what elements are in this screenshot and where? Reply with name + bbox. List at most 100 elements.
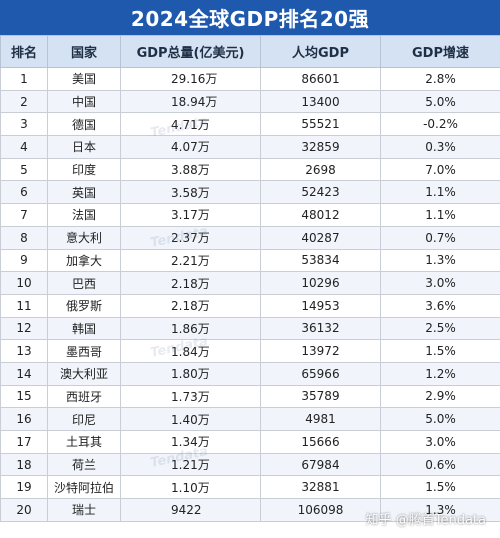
table-row: 19 沙特阿拉伯 1.10万 32881 1.5% [0,475,500,500]
column-header-country: 国家 [47,35,121,68]
rank-cell: 13 [0,339,48,363]
table-row: 13 墨西哥 1.84万 13972 1.5% [0,339,500,363]
gdp-growth-cell: 1.3% [380,248,500,273]
country-cell: 沙特阿拉伯 [47,475,121,500]
gdp-growth-cell: 2.5% [380,316,500,341]
table-row: 10 巴西 2.18万 10296 3.0% [0,271,500,295]
table-row: 7 法国 3.17万 48012 1.1% [0,203,500,227]
table-row: 18 荷兰 1.21万 67984 0.6% [0,452,500,477]
rank-cell: 7 [0,203,48,227]
country-cell: 德国 [47,112,121,137]
gdp-total-cell: 2.18万 [120,293,261,318]
country-cell: 韩国 [47,316,121,341]
gdp-total-cell: 1.10万 [120,475,261,500]
country-cell: 日本 [47,135,121,159]
table-row: 17 土耳其 1.34万 15666 3.0% [0,430,500,454]
gdp-total-cell: 3.58万 [120,180,261,205]
gdp-total-cell: 3.17万 [120,203,261,227]
column-header-gdp-per-capita: 人均GDP [260,35,381,68]
country-cell: 英国 [47,180,121,205]
rank-cell: 5 [0,157,48,182]
gdp-growth-cell: 1.1% [380,203,500,227]
gdp-total-cell: 1.73万 [120,384,261,409]
rank-cell: 18 [0,452,48,477]
table-body: 1 美国 29.16万 86601 2.8% 2 中国 18.94万 13400 5.0% 3 德国 4… [0,67,500,522]
gdp-per-capita-cell: 15666 [260,430,381,454]
gdp-per-capita-cell: 67984 [260,452,381,477]
rank-cell: 8 [0,225,48,250]
gdp-per-capita-cell: 40287 [260,225,381,250]
gdp-per-capita-cell: 106098 [260,498,381,522]
gdp-total-cell: 1.34万 [120,430,261,454]
table-row: 5 印度 3.88万 2698 7.0% [0,157,500,182]
gdp-per-capita-cell: 48012 [260,203,381,227]
gdp-total-cell: 18.94万 [120,89,261,114]
gdp-total-cell: 2.37万 [120,225,261,250]
country-cell: 法国 [47,203,121,227]
country-cell: 荷兰 [47,452,121,477]
table-row: 1 美国 29.16万 86601 2.8% [0,67,500,91]
table-row: 12 韩国 1.86万 36132 2.5% [0,316,500,341]
rank-cell: 1 [0,67,48,91]
gdp-growth-cell: -0.2% [380,112,500,137]
gdp-growth-cell: 1.5% [380,475,500,500]
table-row: 16 印尼 1.40万 4981 5.0% [0,407,500,431]
country-cell: 澳大利亚 [47,361,121,386]
gdp-growth-cell: 1.1% [380,180,500,205]
gdp-growth-cell: 0.7% [380,225,500,250]
table-row: 14 澳大利亚 1.80万 65966 1.2% [0,361,500,386]
gdp-growth-cell: 2.8% [380,67,500,91]
gdp-growth-cell: 3.6% [380,293,500,318]
gdp-growth-cell: 3.0% [380,271,500,295]
rank-cell: 20 [0,498,48,522]
table-row: 2 中国 18.94万 13400 5.0% [0,89,500,114]
table-row: 8 意大利 2.37万 40287 0.7% [0,225,500,250]
table-row: 9 加拿大 2.21万 53834 1.3% [0,248,500,273]
table-row: 20 瑞士 9422 106098 1.3% [0,498,500,522]
gdp-growth-cell: 3.0% [380,430,500,454]
rank-cell: 12 [0,316,48,341]
gdp-per-capita-cell: 65966 [260,361,381,386]
column-header-gdp-growth: GDP增速 [380,35,500,68]
country-cell: 土耳其 [47,430,121,454]
gdp-total-cell: 2.18万 [120,271,261,295]
rank-cell: 19 [0,475,48,500]
table-row: 3 德国 4.71万 55521 -0.2% [0,112,500,137]
rank-cell: 4 [0,135,48,159]
country-cell: 美国 [47,67,121,91]
gdp-total-cell: 1.21万 [120,452,261,477]
country-cell: 俄罗斯 [47,293,121,318]
gdp-per-capita-cell: 2698 [260,157,381,182]
gdp-per-capita-cell: 10296 [260,271,381,295]
gdp-total-cell: 3.88万 [120,157,261,182]
rank-cell: 16 [0,407,48,431]
gdp-growth-cell: 1.3% [380,498,500,522]
country-cell: 印度 [47,157,121,182]
table-row: 6 英国 3.58万 52423 1.1% [0,180,500,205]
gdp-per-capita-cell: 35789 [260,384,381,409]
column-header-gdp-total: GDP总量(亿美元) [120,35,261,68]
rank-cell: 10 [0,271,48,295]
gdp-total-cell: 4.71万 [120,112,261,137]
gdp-per-capita-cell: 13400 [260,89,381,114]
rank-cell: 9 [0,248,48,273]
table-title: 2024全球GDP排名20强 [0,0,500,35]
rank-cell: 2 [0,89,48,114]
country-cell: 巴西 [47,271,121,295]
gdp-total-cell: 9422 [120,498,261,522]
gdp-total-cell: 1.84万 [120,339,261,363]
gdp-per-capita-cell: 32859 [260,135,381,159]
gdp-growth-cell: 5.0% [380,89,500,114]
country-cell: 意大利 [47,225,121,250]
rank-cell: 14 [0,361,48,386]
gdp-total-cell: 1.80万 [120,361,261,386]
rank-cell: 6 [0,180,48,205]
gdp-growth-cell: 5.0% [380,407,500,431]
rank-cell: 11 [0,293,48,318]
rank-cell: 3 [0,112,48,137]
table-row: 11 俄罗斯 2.18万 14953 3.6% [0,293,500,318]
rank-cell: 15 [0,384,48,409]
country-cell: 加拿大 [47,248,121,273]
gdp-total-cell: 2.21万 [120,248,261,273]
gdp-total-cell: 29.16万 [120,67,261,91]
